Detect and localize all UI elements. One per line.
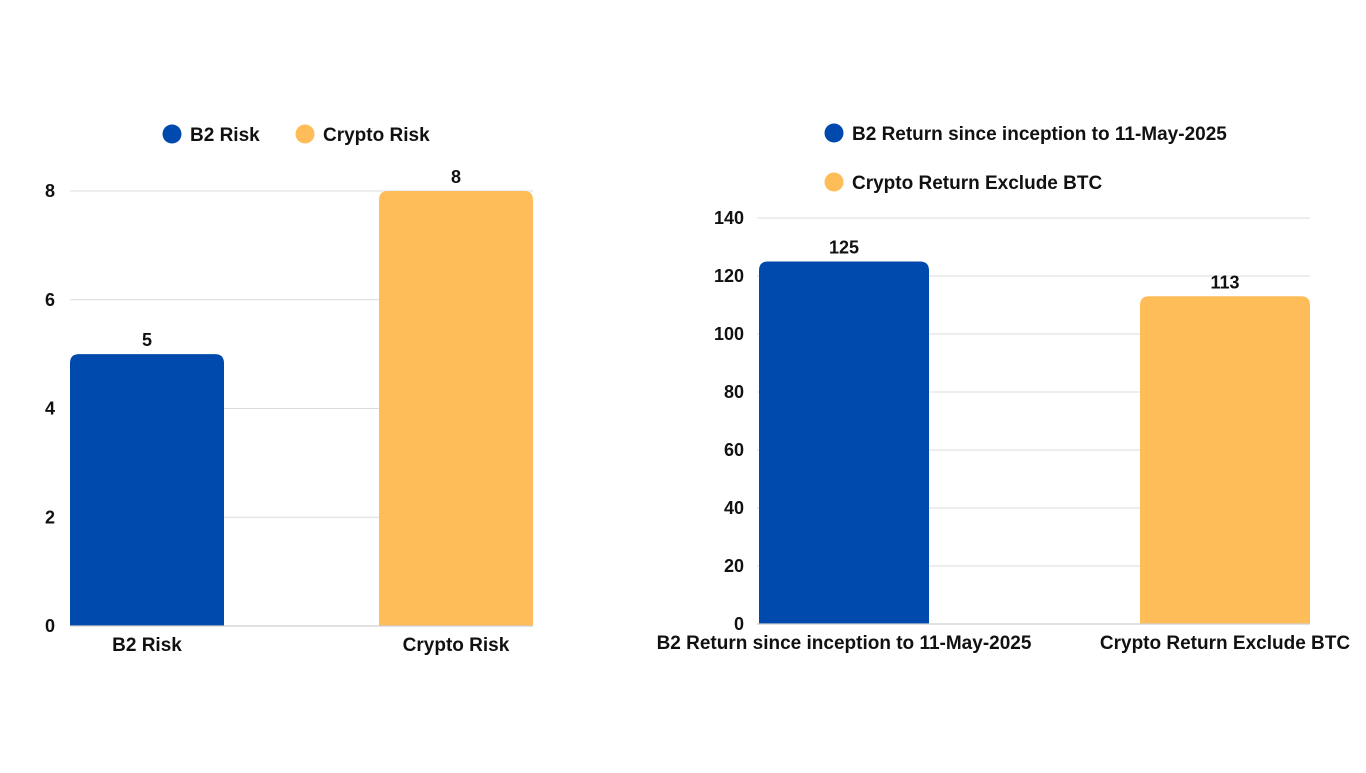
- legend-marker: [824, 123, 844, 143]
- data-label: 5: [142, 330, 152, 350]
- y-tick-label: 4: [45, 399, 55, 419]
- bar: [1140, 296, 1310, 624]
- x-tick-label: B2 Return since inception to 11-May-2025: [657, 633, 1032, 654]
- risk-bar-chart: 0 2 4 6 8 5 8 B2 Risk Crypto Risk B2 Risk Crypto R…: [45, 124, 533, 656]
- y-tick-label: 20: [724, 556, 744, 576]
- y-tick-label: 0: [45, 616, 55, 636]
- y-tick-label: 60: [724, 440, 744, 460]
- data-label: 8: [451, 167, 461, 187]
- y-tick-label: 0: [734, 614, 744, 634]
- legend-marker: [295, 124, 315, 144]
- legend-marker: [824, 172, 844, 192]
- bar: [759, 261, 929, 624]
- legend-label: Crypto Risk: [323, 125, 430, 146]
- y-tick-label: 2: [45, 507, 55, 527]
- legend-marker: [162, 124, 182, 144]
- y-tick-label: 80: [724, 382, 744, 402]
- y-tick-label: 120: [714, 266, 744, 286]
- x-tick-label: B2 Risk: [112, 635, 182, 656]
- legend-label: B2 Risk: [190, 125, 260, 146]
- y-tick-label: 100: [714, 324, 744, 344]
- y-tick-label: 8: [45, 181, 55, 201]
- y-tick-label: 6: [45, 290, 55, 310]
- data-label: 125: [829, 238, 859, 258]
- data-label: 113: [1210, 272, 1239, 292]
- legend-label: Crypto Return Exclude BTC: [852, 173, 1102, 194]
- y-tick-label: 140: [714, 208, 744, 228]
- x-tick-label: Crypto Return Exclude BTC: [1100, 633, 1350, 654]
- y-tick-label: 40: [724, 498, 744, 518]
- legend-label: B2 Return since inception to 11-May-2025: [852, 124, 1227, 145]
- x-tick-label: Crypto Risk: [403, 635, 510, 656]
- bar: [70, 354, 224, 626]
- return-bar-chart: 0 20 40 60 80 100 120 140 125 113 B2 Return since …: [657, 123, 1350, 654]
- bar: [379, 191, 533, 626]
